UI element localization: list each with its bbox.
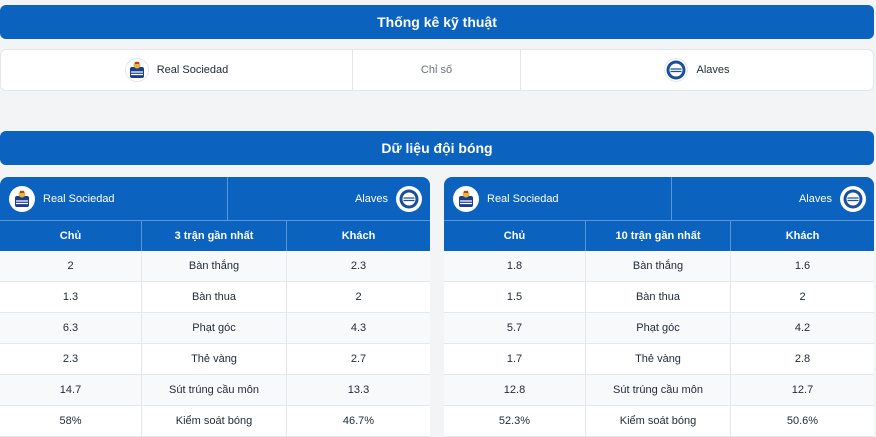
column-header-home: Chủ: [0, 221, 142, 251]
table-home-team[interactable]: Real Sociedad: [444, 177, 672, 220]
table-row: 1.3 Bàn thua 2: [0, 282, 430, 313]
away-team-name: Alaves: [696, 64, 730, 76]
table-row: 58% Kiểm soát bóng 46.7%: [0, 406, 430, 437]
home-value: 1.3: [0, 282, 142, 312]
metric-name: Bàn thắng: [142, 251, 287, 281]
column-header-period: 3 trận gần nhất: [142, 221, 287, 251]
team-data-title: Dữ liệu đội bóng: [381, 140, 493, 156]
home-team-cell[interactable]: Real Sociedad: [1, 50, 353, 90]
column-header-period: 10 trận gần nhất: [586, 221, 731, 251]
away-value: 50.6%: [786, 415, 819, 427]
home-value: 12.8: [444, 375, 586, 405]
table-row: 1.7 Thẻ vàng 2.8: [444, 344, 874, 375]
home-value: 1.7: [444, 344, 586, 374]
metric-name: Phạt góc: [586, 313, 731, 343]
table-column-headers: Chủ 10 trận gần nhất Khách: [444, 220, 874, 251]
metric-name: Kiểm soát bóng: [142, 406, 287, 436]
metric-label-cell: Chỉ số: [353, 50, 521, 90]
metric-name: Phạt góc: [142, 313, 287, 343]
real-sociedad-crest-icon: [453, 185, 479, 212]
last-10-matches-table: Real Sociedad Alaves Chủ 10 trận gần nhấ…: [444, 177, 874, 437]
table-row: 14.7 Sút trúng cầu môn 13.3: [0, 375, 430, 406]
metric-name: Bàn thắng: [586, 251, 731, 281]
technical-stats-title: Thống kê kỹ thuật: [377, 14, 497, 30]
table-body: 2 Bàn thắng 2.3 1.3 Bàn thua 2 6.3 Phạt góc 4.…: [0, 251, 430, 437]
away-value: 13.3: [347, 384, 370, 396]
alaves-crest-icon: [664, 58, 689, 82]
column-header-away: Khách: [341, 230, 376, 242]
home-value: 1.8: [444, 251, 586, 281]
table-away-team[interactable]: Alaves: [228, 177, 430, 220]
table-row: 2 Bàn thắng 2.3: [0, 251, 430, 282]
away-value: 2.3: [350, 260, 367, 272]
away-value: 46.7%: [342, 415, 375, 427]
home-team-name: Real Sociedad: [156, 64, 229, 76]
away-value: 2.8: [794, 353, 811, 365]
table-row: 5.7 Phạt góc 4.2: [444, 313, 874, 344]
home-value: 2.3: [0, 344, 142, 374]
table-row: 1.8 Bàn thắng 1.6: [444, 251, 874, 282]
home-value: 58%: [0, 406, 142, 436]
last-3-matches-table: Real Sociedad Alaves Chủ 3 trận gần nhất…: [0, 177, 430, 437]
table-row: 12.8 Sút trúng cầu môn 12.7: [444, 375, 874, 406]
away-team-name: Alaves: [354, 192, 388, 205]
metric-name: Sút trúng cầu môn: [142, 375, 287, 405]
away-team-cell[interactable]: Alaves: [521, 50, 873, 90]
away-value: 2: [799, 291, 806, 303]
home-team-name: Real Sociedad: [487, 192, 559, 205]
real-sociedad-crest-icon: [9, 185, 35, 212]
alaves-crest-icon: [396, 185, 422, 212]
away-value: 4.2: [794, 322, 811, 334]
column-header-away: Khách: [785, 230, 820, 242]
metric-name: Bàn thua: [586, 282, 731, 312]
away-value: 2: [355, 291, 362, 303]
metric-name: Thẻ vàng: [586, 344, 731, 374]
table-team-row: Real Sociedad Alaves: [444, 177, 874, 220]
real-sociedad-crest-icon: [124, 58, 149, 82]
away-value: 2.7: [350, 353, 367, 365]
away-value: 1.6: [794, 260, 811, 272]
table-team-row: Real Sociedad Alaves: [0, 177, 430, 220]
table-home-team[interactable]: Real Sociedad: [0, 177, 228, 220]
table-row: 2.3 Thẻ vàng 2.7: [0, 344, 430, 375]
home-value: 52.3%: [444, 406, 586, 436]
home-team-name: Real Sociedad: [43, 192, 115, 205]
technical-stats-teams-bar: Real Sociedad Chỉ số Alaves: [0, 49, 874, 91]
table-away-team[interactable]: Alaves: [672, 177, 874, 220]
metric-name: Thẻ vàng: [142, 344, 287, 374]
metric-name: Bàn thua: [142, 282, 287, 312]
metric-name: Kiểm soát bóng: [586, 406, 731, 436]
table-row: 52.3% Kiểm soát bóng 50.6%: [444, 406, 874, 437]
table-row: 1.5 Bàn thua 2: [444, 282, 874, 313]
team-data-header: Dữ liệu đội bóng: [0, 131, 874, 165]
home-value: 6.3: [0, 313, 142, 343]
column-header-home: Chủ: [444, 221, 586, 251]
alaves-crest-icon: [840, 185, 866, 212]
away-value: 4.3: [350, 322, 367, 334]
home-value: 14.7: [0, 375, 142, 405]
home-value: 1.5: [444, 282, 586, 312]
table-body: 1.8 Bàn thắng 1.6 1.5 Bàn thua 2 5.7 Phạt góc…: [444, 251, 874, 437]
table-row: 6.3 Phạt góc 4.3: [0, 313, 430, 344]
home-value: 5.7: [444, 313, 586, 343]
technical-stats-header: Thống kê kỹ thuật: [0, 5, 874, 39]
metric-name: Sút trúng cầu môn: [586, 375, 731, 405]
home-value: 2: [0, 251, 142, 281]
away-value: 12.7: [791, 384, 814, 396]
table-column-headers: Chủ 3 trận gần nhất Khách: [0, 220, 430, 251]
metric-label: Chỉ số: [420, 64, 453, 76]
away-team-name: Alaves: [798, 192, 832, 205]
